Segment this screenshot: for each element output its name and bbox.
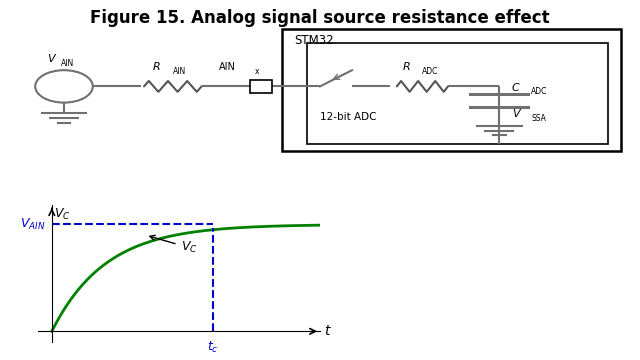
Text: AIN: AIN — [61, 59, 74, 68]
Text: V: V — [512, 109, 520, 119]
Text: ADC: ADC — [531, 87, 548, 96]
Text: $V_{AIN}$: $V_{AIN}$ — [20, 217, 45, 232]
Text: AIN: AIN — [219, 62, 236, 72]
Bar — [282, 29, 621, 151]
Text: SSA: SSA — [531, 114, 546, 123]
Text: R: R — [403, 62, 410, 72]
Text: $V_C$: $V_C$ — [54, 207, 70, 222]
Text: $t_c$: $t_c$ — [207, 341, 218, 355]
Text: C: C — [512, 83, 520, 93]
Text: t: t — [324, 324, 330, 338]
Text: AIN: AIN — [173, 67, 186, 76]
Text: ADC: ADC — [422, 67, 439, 76]
Bar — [250, 80, 272, 93]
Text: 12-bit ADC: 12-bit ADC — [320, 112, 376, 122]
Text: $V_C$: $V_C$ — [150, 235, 197, 255]
Text: R: R — [153, 62, 161, 72]
Bar — [307, 43, 608, 144]
Text: STM32: STM32 — [294, 34, 334, 47]
Text: V: V — [47, 54, 54, 64]
Text: Figure 15. Analog signal source resistance effect: Figure 15. Analog signal source resistan… — [90, 9, 550, 27]
Text: x: x — [255, 67, 259, 76]
